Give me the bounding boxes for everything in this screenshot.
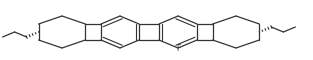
Text: F: F	[176, 44, 180, 53]
